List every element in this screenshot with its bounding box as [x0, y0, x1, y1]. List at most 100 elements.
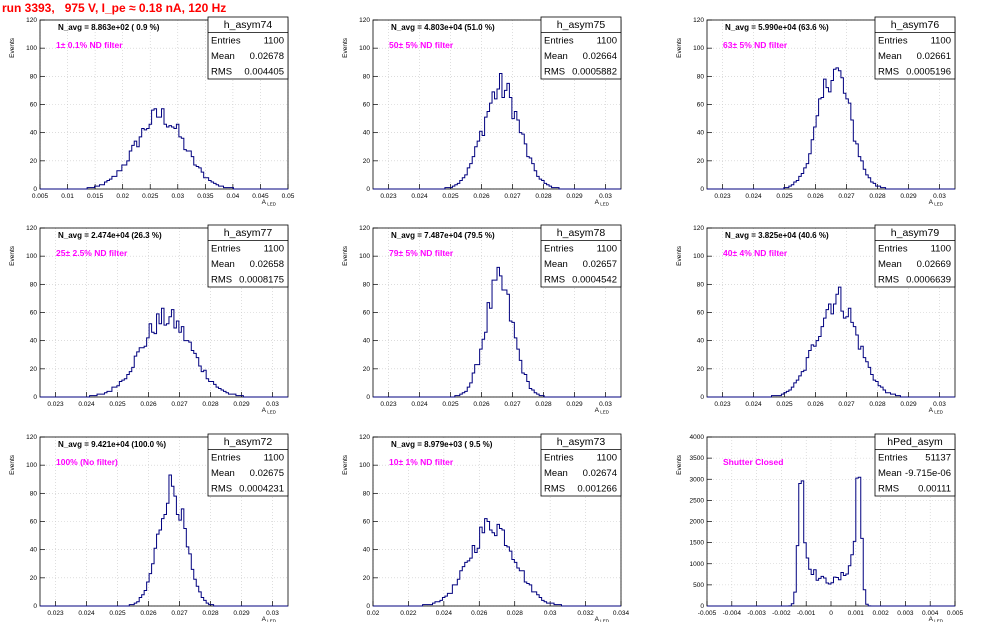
histogram-line: [40, 307, 288, 398]
y-tick-label: 0: [366, 603, 370, 610]
x-tick-label: 0.029: [233, 401, 250, 408]
y-tick-label: 80: [363, 281, 371, 288]
stat-value: 0.02674: [583, 468, 617, 479]
x-tick-label: 0.028: [535, 401, 552, 408]
x-tick-label: 0: [829, 610, 833, 617]
x-tick-label: 0.027: [504, 193, 521, 200]
y-tick-label: 100: [359, 253, 370, 260]
y-tick-label: 120: [359, 225, 370, 232]
x-tick-label: 0.026: [473, 193, 490, 200]
x-axis-title: A LED: [929, 199, 944, 207]
y-tick-label: 120: [26, 434, 37, 441]
stats-box-frame: [874, 224, 956, 288]
x-tick-label: 0.028: [869, 401, 886, 408]
x-tick-label: 0.004: [922, 610, 939, 617]
navg-label: N_avg = 9.421e+04 (100.0 %): [58, 440, 166, 449]
x-tick-label: 0.001: [848, 610, 865, 617]
y-tick-label: 120: [26, 225, 37, 232]
x-tick-label: 0.025: [109, 610, 126, 617]
stat-label: RMS: [544, 67, 565, 78]
stat-value: 0.02669: [917, 259, 951, 270]
y-tick-label: 40: [697, 130, 705, 137]
y-tick-label: 0: [700, 603, 704, 610]
filter-note: 25± 2.5% ND filter: [56, 248, 128, 258]
y-tick-label: 120: [359, 17, 370, 24]
y-tick-label: 60: [30, 102, 38, 109]
x-tick-label: 0.029: [900, 193, 917, 200]
stat-label: RMS: [878, 275, 899, 286]
y-tick-label: 60: [697, 102, 705, 109]
y-tick-label: 80: [363, 73, 371, 80]
histogram-line: [707, 476, 955, 607]
y-tick-label: 80: [30, 73, 38, 80]
x-tick-label: 0.029: [233, 610, 250, 617]
stat-label: RMS: [211, 484, 232, 495]
stat-value: 0.02661: [917, 51, 951, 62]
histogram-panel-hPed_asym: 0 500 1000 1500 2000 2500 3000 3500 4000 -0.005 -0…: [676, 433, 964, 622]
x-tick-label: 0.015: [87, 193, 104, 200]
histogram-line: [707, 67, 955, 190]
y-tick-label: 40: [30, 130, 38, 137]
filter-note: 50± 5% ND filter: [389, 40, 454, 50]
histogram-panel-h_asym74: 0 20 40 60 80 100 120 0.005 0.01 0.015 0.02 0.025 0.…: [9, 16, 295, 207]
x-tick-label: 0.028: [202, 610, 219, 617]
x-tick-label: 0.023: [714, 193, 731, 200]
stat-label: RMS: [878, 484, 899, 495]
y-tick-label: 100: [26, 45, 37, 52]
stats-box: h_asym79 Entries 1100 Mean 0.02669 RMS 0.00066…: [874, 224, 956, 288]
x-tick-label: 0.024: [745, 401, 762, 408]
histogram-name: hPed_asym: [887, 436, 943, 448]
stat-label: Mean: [878, 51, 902, 62]
stats-box: h_asym75 Entries 1100 Mean 0.02664 RMS 0.00058…: [540, 16, 622, 80]
y-tick-label: 100: [26, 253, 37, 260]
x-tick-label: -0.002: [772, 610, 791, 617]
y-tick-label: 20: [697, 366, 705, 373]
y-tick-label: 20: [363, 366, 371, 373]
y-tick-label: 40: [363, 338, 371, 345]
x-tick-label: 0.027: [504, 401, 521, 408]
stat-label: RMS: [878, 67, 899, 78]
x-tick-label: 0.026: [140, 401, 157, 408]
y-axis-title: Events: [676, 37, 683, 58]
y-tick-label: 120: [26, 17, 37, 24]
stat-value: 1100: [931, 244, 951, 255]
stat-value: 0.0004542: [572, 275, 617, 286]
stat-value: 1100: [597, 244, 617, 255]
stats-box: h_asym78 Entries 1100 Mean 0.02657 RMS 0.00045…: [540, 224, 622, 288]
y-tick-label: 20: [30, 366, 38, 373]
y-tick-label: 0: [366, 186, 370, 193]
stat-label: Entries: [544, 244, 574, 255]
stat-label: Entries: [878, 36, 908, 47]
stat-value: 0.02678: [250, 51, 284, 62]
filter-note: 79± 5% ND filter: [389, 248, 454, 258]
stat-label: Entries: [211, 244, 241, 255]
x-tick-label: 0.028: [202, 401, 219, 408]
x-tick-label: 0.023: [380, 193, 397, 200]
y-tick-label: 500: [693, 582, 704, 589]
histogram-name: h_asym77: [224, 227, 273, 239]
filter-note: 10± 1% ND filter: [389, 457, 454, 467]
stat-value: 0.0006639: [906, 275, 951, 286]
y-tick-label: 40: [30, 547, 38, 554]
stat-value: 0.0008175: [239, 275, 284, 286]
y-tick-label: 40: [363, 130, 371, 137]
y-tick-label: 20: [363, 575, 371, 582]
y-tick-label: 60: [30, 310, 38, 317]
x-axis-title: A LED: [262, 199, 277, 207]
stat-value: 0.02664: [583, 51, 617, 62]
y-tick-label: 100: [359, 45, 370, 52]
x-axis-title: A LED: [929, 407, 944, 415]
x-tick-label: 0.032: [577, 610, 594, 617]
x-tick-label: 0.027: [171, 401, 188, 408]
y-tick-label: 60: [363, 102, 371, 109]
y-tick-label: 40: [697, 338, 705, 345]
y-axis-title: Events: [676, 245, 683, 266]
y-tick-label: 60: [363, 310, 371, 317]
x-tick-label: -0.004: [723, 610, 742, 617]
x-axis-title: A LED: [262, 407, 277, 415]
x-tick-label: 0.02: [116, 193, 129, 200]
y-tick-label: 20: [697, 158, 705, 165]
y-tick-label: 3000: [690, 476, 705, 483]
y-axis-title: Events: [9, 454, 16, 475]
stat-value: 0.02675: [250, 468, 284, 479]
